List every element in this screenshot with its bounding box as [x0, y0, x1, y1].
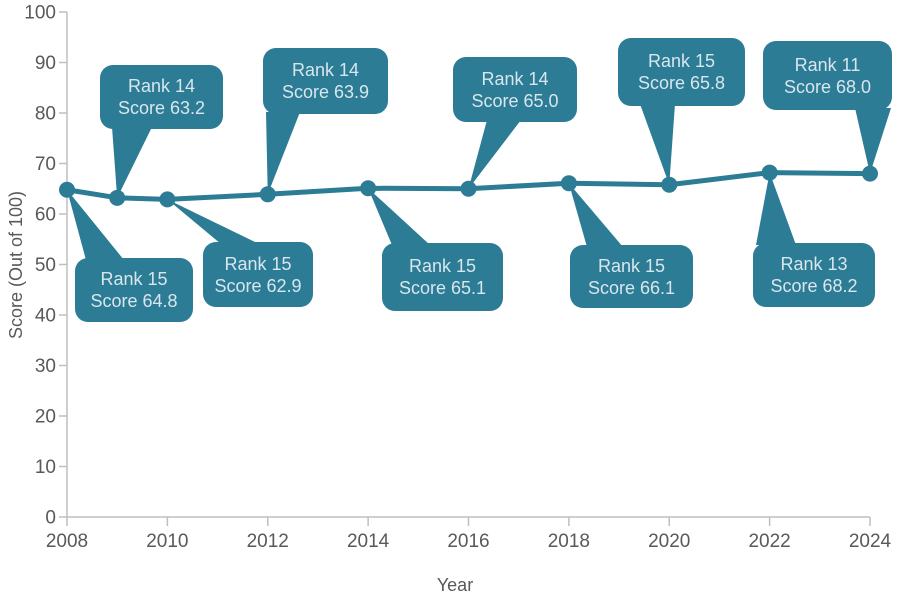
score-trend-line	[64, 170, 873, 202]
data-point-2018	[560, 175, 577, 192]
x-tick-label: 2022	[748, 531, 790, 552]
data-point-2012	[259, 186, 276, 203]
callout-tail-2010	[167, 199, 259, 244]
y-tick-label: 40	[35, 306, 56, 327]
y-tick-label: 100	[24, 3, 56, 24]
callout-tail-2008	[67, 189, 124, 260]
y-axis-title: Score (Out of 100)	[6, 190, 26, 340]
data-point-2010	[159, 191, 176, 208]
x-tick-label: 2008	[46, 531, 88, 552]
x-tick-label: 2010	[146, 531, 188, 552]
x-tick-label: 2020	[648, 531, 690, 552]
callout-tail-2009	[112, 127, 152, 198]
x-axis-title: Year	[436, 575, 474, 595]
data-point-2022	[761, 164, 778, 181]
x-tick-label: 2016	[447, 531, 489, 552]
x-tick-label: 2012	[247, 531, 289, 552]
y-tick-label: 20	[35, 407, 56, 428]
data-point-2014	[360, 180, 377, 197]
y-tick-label: 0	[45, 508, 56, 529]
y-tick-label: 10	[35, 457, 56, 478]
y-tick-label: 70	[35, 154, 56, 175]
y-tick-label: 90	[35, 53, 56, 74]
x-tick-label: 2024	[849, 531, 892, 552]
y-tick-label: 30	[35, 356, 56, 377]
data-point-2020	[661, 176, 678, 193]
y-tick-label: 80	[35, 104, 56, 125]
x-tick-label: 2014	[347, 531, 390, 552]
x-tick-label: 2018	[548, 531, 590, 552]
data-point-2016	[460, 180, 477, 197]
callout-tail-2016	[468, 120, 521, 189]
callout-tail-2024	[855, 108, 891, 174]
y-tick-label: 50	[35, 255, 56, 276]
callout-tail-2018	[568, 183, 623, 247]
callout-tail-2012	[266, 112, 300, 195]
data-point-2008	[59, 181, 75, 198]
y-tick-label: 60	[35, 205, 56, 226]
callout-tail-2014	[368, 188, 430, 245]
data-point-2024	[862, 165, 878, 182]
data-point-2009	[109, 189, 126, 206]
callout-tail-2020	[640, 104, 675, 185]
callout-tail-2022	[756, 172, 796, 245]
